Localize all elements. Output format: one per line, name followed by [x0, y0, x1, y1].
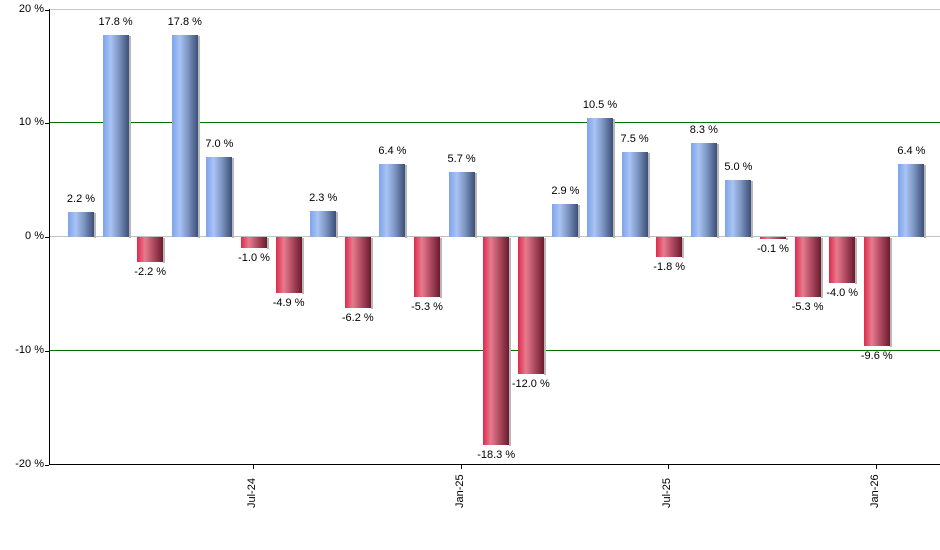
- y-tick-label: -20 %: [15, 457, 44, 470]
- bar-may-25: [587, 117, 615, 239]
- bar-value-label: -6.2 %: [341, 311, 374, 324]
- bar-sep-25: [725, 180, 754, 238]
- bar-value-label: -4.9 %: [272, 296, 305, 309]
- bar-value-label: -4.0 %: [826, 286, 859, 299]
- y-tick-label: 0 %: [25, 230, 44, 242]
- bar-value-label: -1.8 %: [653, 261, 686, 274]
- bar-feb-24: [68, 211, 96, 239]
- bar-value-label: -5.3 %: [791, 301, 824, 314]
- x-tick-label: Jul-25: [661, 478, 673, 508]
- bar-mar-24: [102, 34, 131, 239]
- bar-value-label: 10.5 %: [582, 98, 618, 111]
- bar-value-label: 7.0 %: [205, 138, 234, 151]
- x-tick-label: Jul-24: [246, 478, 258, 508]
- bar-sep-24: [310, 210, 339, 239]
- bar-value-label: -9.6 %: [860, 350, 893, 363]
- bar-value-label: -1.0 %: [238, 252, 270, 265]
- bar-jul-24: [241, 237, 269, 250]
- bar-nov-24: [379, 164, 408, 238]
- bar-value-label: -0.1 %: [757, 243, 789, 255]
- bar-jun-24: [206, 157, 235, 238]
- bar-value-label: 2.2 %: [66, 192, 96, 205]
- bar-value-label: 8.3 %: [689, 123, 718, 136]
- bar-value-label: -18.3 %: [477, 449, 516, 462]
- bar-dec-25: [829, 237, 858, 283]
- y-tick-label: 10 %: [18, 116, 44, 129]
- bar-jan-25: [448, 172, 477, 238]
- x-tick-label: Jan-25: [454, 474, 466, 508]
- bar-feb-25: [483, 237, 512, 447]
- bar-oct-24: [344, 237, 373, 309]
- bar-oct-25: [760, 237, 788, 240]
- bar-jan-26: [863, 237, 892, 348]
- bar-value-label: -2.2 %: [134, 266, 167, 279]
- bar-mar-25: [517, 237, 546, 374]
- y-tick-label: 20 %: [18, 2, 44, 15]
- bar-value-label: -5.3 %: [411, 301, 443, 314]
- bar-value-label: 17.8 %: [167, 15, 202, 28]
- bar-value-label: -12.0 %: [511, 377, 550, 390]
- bar-value-label: 5.0 %: [724, 161, 753, 174]
- bar-value-label: 2.3 %: [309, 191, 338, 204]
- bar-nov-25: [794, 237, 823, 299]
- y-tick-label: -10 %: [15, 343, 44, 356]
- bar-aug-24: [275, 237, 304, 294]
- bar-value-label: 17.8 %: [98, 15, 133, 28]
- bar-aug-25: [690, 142, 719, 239]
- bar-jul-25: [656, 237, 685, 259]
- bar-apr-24: [137, 237, 166, 264]
- bar-feb-26: [898, 164, 927, 238]
- bar-jun-25: [621, 151, 650, 239]
- bar-may-24: [171, 34, 200, 239]
- bar-value-label: 5.7 %: [447, 153, 476, 166]
- bar-value-label: 6.4 %: [897, 145, 926, 158]
- bar-dec-24: [414, 237, 442, 299]
- x-tick-label: Jan-26: [869, 474, 881, 508]
- bar-value-label: 7.5 %: [620, 132, 649, 145]
- bar-apr-25: [552, 204, 581, 238]
- bar-value-label: 2.9 %: [551, 185, 580, 197]
- bar-value-label: 6.4 %: [378, 145, 407, 158]
